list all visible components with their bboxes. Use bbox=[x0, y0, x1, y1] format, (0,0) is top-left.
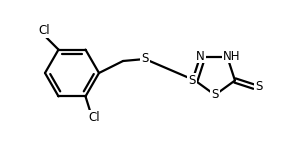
Text: S: S bbox=[211, 88, 219, 101]
Text: S: S bbox=[255, 80, 263, 93]
Text: Cl: Cl bbox=[89, 111, 100, 124]
Text: N: N bbox=[196, 49, 205, 62]
Text: Cl: Cl bbox=[39, 24, 50, 37]
Text: S: S bbox=[188, 74, 196, 87]
Text: NH: NH bbox=[223, 49, 240, 62]
Text: S: S bbox=[141, 53, 149, 66]
